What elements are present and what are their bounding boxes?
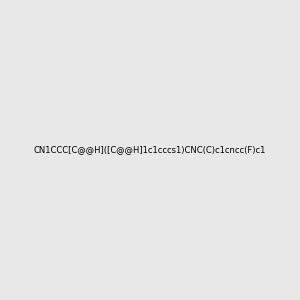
Text: CN1CCC[C@@H]([C@@H]1c1cccs1)CNC(C)c1cncc(F)c1: CN1CCC[C@@H]([C@@H]1c1cccs1)CNC(C)c1cncc… <box>34 146 266 154</box>
